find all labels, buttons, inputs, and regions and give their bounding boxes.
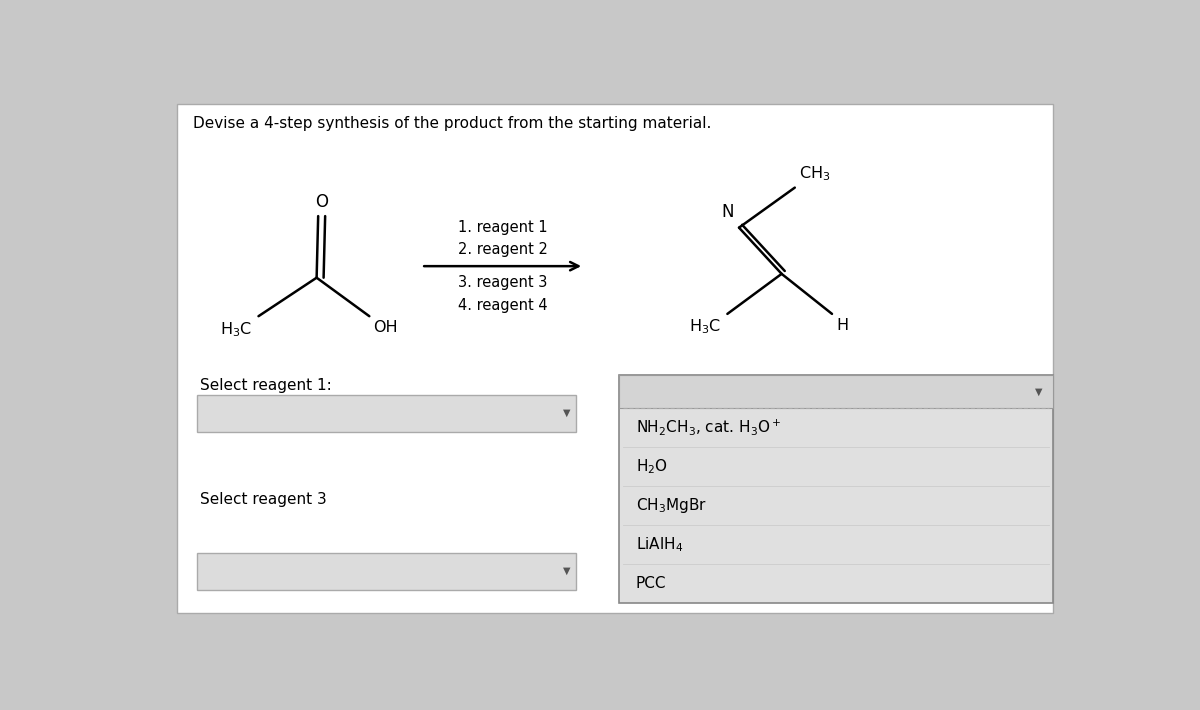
Text: H: H bbox=[836, 318, 848, 333]
Text: H$_3$C: H$_3$C bbox=[221, 320, 252, 339]
Bar bbox=[619, 376, 1052, 603]
Text: N: N bbox=[722, 204, 734, 222]
Text: Select reagent 1:: Select reagent 1: bbox=[200, 378, 332, 393]
Text: LiAlH$_4$: LiAlH$_4$ bbox=[636, 535, 683, 554]
Text: Devise a 4-step synthesis of the product from the starting material.: Devise a 4-step synthesis of the product… bbox=[193, 116, 710, 131]
Text: H$_2$O: H$_2$O bbox=[636, 457, 668, 476]
Text: ▼: ▼ bbox=[563, 408, 571, 418]
Bar bbox=[619, 376, 1052, 408]
Text: Select reagent 3: Select reagent 3 bbox=[200, 492, 328, 507]
Text: PCC: PCC bbox=[636, 576, 666, 591]
Bar bbox=[197, 552, 576, 589]
Text: Select reagent 2:: Select reagent 2: bbox=[623, 378, 755, 393]
Text: OH: OH bbox=[373, 320, 398, 335]
Text: CH$_3$MgBr: CH$_3$MgBr bbox=[636, 496, 707, 515]
Text: ▼: ▼ bbox=[1036, 387, 1043, 397]
Text: 3. reagent 3
4. reagent 4: 3. reagent 3 4. reagent 4 bbox=[458, 275, 547, 312]
Bar bbox=[197, 395, 576, 432]
Text: ▼: ▼ bbox=[563, 566, 571, 576]
Text: CH$_3$: CH$_3$ bbox=[799, 164, 830, 183]
Text: 1. reagent 1
2. reagent 2: 1. reagent 1 2. reagent 2 bbox=[457, 219, 547, 257]
Text: NH$_2$CH$_3$, cat. H$_3$O$^+$: NH$_2$CH$_3$, cat. H$_3$O$^+$ bbox=[636, 417, 781, 437]
Text: H$_3$C: H$_3$C bbox=[689, 318, 721, 337]
Text: O: O bbox=[314, 194, 328, 212]
